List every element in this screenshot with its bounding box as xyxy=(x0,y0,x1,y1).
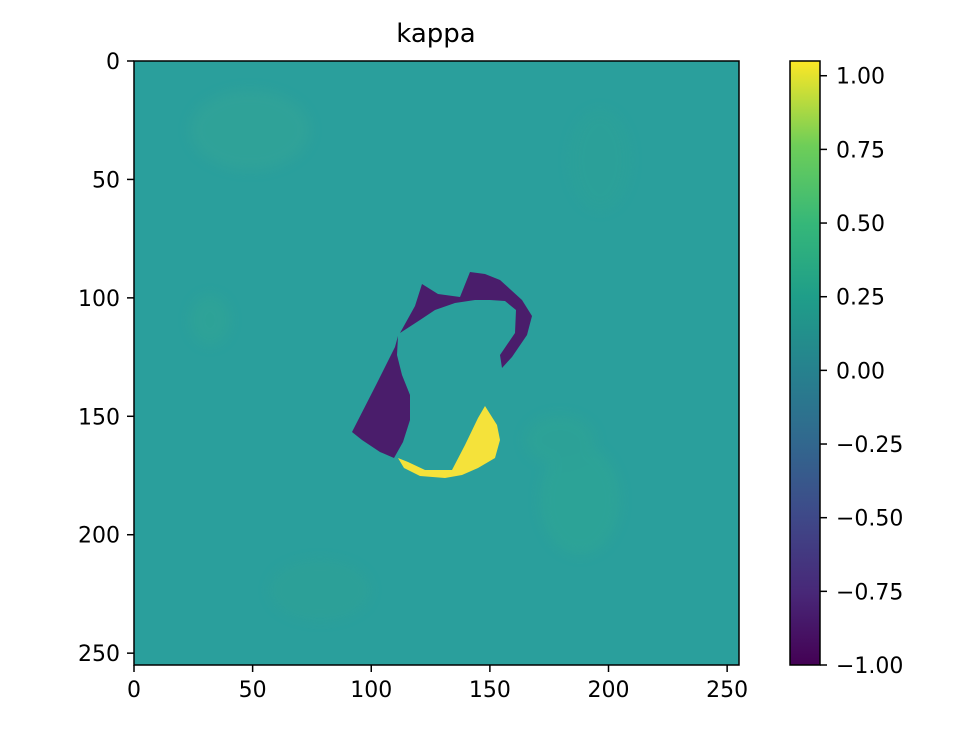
y-tick-label: 50 xyxy=(92,168,120,193)
x-axis: 0 50 100 150 200 250 xyxy=(127,665,748,703)
positive-region-crescent xyxy=(398,406,500,478)
heatmap-frame xyxy=(133,60,740,666)
negative-region-top xyxy=(400,272,532,368)
colorbar-tick-label: 1.00 xyxy=(836,65,885,90)
y-axis: 0 50 100 150 200 250 xyxy=(78,50,134,667)
colorbar-tick-label: −0.75 xyxy=(836,580,903,605)
colorbar-frame xyxy=(789,60,821,666)
colorbar-tick-label: −1.00 xyxy=(836,654,903,679)
colorbar-tick-label: 0.25 xyxy=(836,286,885,311)
colorbar-tick-label: 0.50 xyxy=(836,212,885,237)
colorbar-tick-label: −0.25 xyxy=(836,433,903,458)
y-tick-label: 200 xyxy=(78,524,120,549)
x-tick-label: 100 xyxy=(350,678,392,703)
negative-region-left xyxy=(352,336,410,458)
y-tick-label: 250 xyxy=(78,642,120,667)
x-tick-label: 0 xyxy=(127,678,141,703)
colorbar-tick-label: −0.50 xyxy=(836,507,903,532)
x-tick-label: 200 xyxy=(588,678,630,703)
heatmap-area xyxy=(133,60,740,666)
y-tick-label: 100 xyxy=(78,287,120,312)
x-tick-label: 50 xyxy=(239,678,267,703)
chart-title: kappa xyxy=(396,19,475,49)
x-tick-label: 150 xyxy=(469,678,511,703)
heatmap-texture xyxy=(190,90,630,620)
colorbar-ticks: 1.00 0.75 0.50 0.25 0.00 −0.25 −0.50 −0.75 −1.00 xyxy=(820,65,903,679)
y-tick-label: 0 xyxy=(106,50,120,75)
y-tick-label: 150 xyxy=(78,405,120,430)
colorbar: 1.00 0.75 0.50 0.25 0.00 −0.25 −0.50 −0.75 −1.00 xyxy=(789,60,903,679)
colorbar-tick-label: 0.75 xyxy=(836,138,885,163)
colorbar-gradient xyxy=(790,61,820,665)
colorbar-tick-label: 0.00 xyxy=(836,359,885,384)
x-tick-label: 250 xyxy=(706,678,748,703)
